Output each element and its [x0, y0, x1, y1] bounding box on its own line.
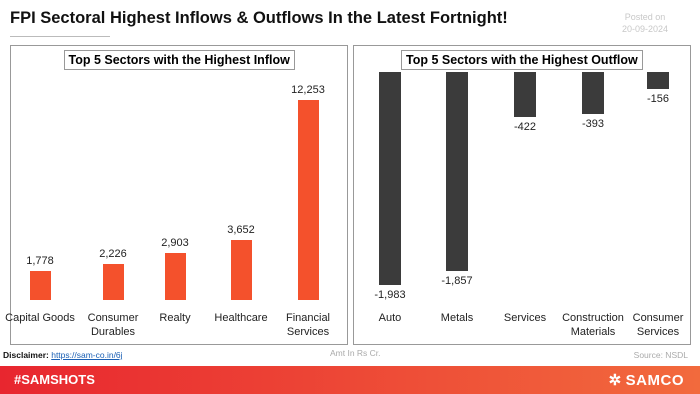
category-label: Capital Goods — [5, 312, 75, 324]
disclaimer: Disclaimer: https://sam-co.in/6j — [3, 350, 123, 360]
value-label: 2,226 — [99, 247, 127, 260]
source: Source: NSDL — [633, 350, 688, 360]
value-label: -156 — [646, 92, 670, 105]
outflow-panel — [353, 45, 691, 345]
posted-label: Posted on — [624, 12, 666, 22]
category-label: Realty — [159, 312, 191, 324]
bar — [29, 270, 51, 300]
value-label: 1,778 — [26, 254, 54, 267]
category-label: Financial Services — [285, 312, 331, 338]
value-label: 2,903 — [161, 236, 189, 249]
value-label: 12,253 — [291, 84, 325, 96]
bar — [230, 240, 252, 300]
value-label: -1,983 — [374, 289, 406, 301]
disclaimer-link[interactable]: https://sam-co.in/6j — [51, 350, 123, 360]
bar — [164, 252, 186, 300]
bar — [647, 72, 669, 89]
disclaimer-label: Disclaimer: — [3, 350, 49, 360]
bar — [297, 100, 319, 300]
category-label: Healthcare — [214, 312, 268, 324]
brand-name: SAMCO — [625, 372, 684, 389]
value-label: -422 — [513, 121, 537, 134]
page-title: FPI Sectoral Highest Inflows & Outflows … — [10, 9, 508, 27]
bar — [379, 72, 401, 285]
title-rule — [10, 36, 110, 37]
bar — [446, 72, 468, 272]
value-label: 3,652 — [227, 224, 255, 237]
value-label: -393 — [581, 118, 605, 131]
bar — [582, 72, 604, 115]
bar — [102, 263, 124, 300]
brand: ✲ SAMCO — [608, 372, 684, 389]
panel-title: Top 5 Sectors with the Highest Outflow — [401, 50, 643, 70]
category-label: Auto — [378, 312, 402, 324]
unit-note: Amt In Rs Cr. — [330, 348, 381, 358]
footer-bar — [0, 366, 700, 394]
posted-date: 20-09-2024 — [621, 24, 669, 34]
panel-title: Top 5 Sectors with the Highest Inflow — [63, 50, 295, 70]
inflow-panel — [10, 45, 348, 345]
category-label: Consumer Services — [632, 312, 684, 338]
bar — [514, 72, 536, 118]
category-label: Services — [503, 312, 547, 324]
category-label: Consumer Durables — [87, 312, 139, 338]
category-label: Metals — [440, 312, 474, 324]
hashtag: #SAMSHOTS — [14, 372, 95, 387]
category-label: Construction Materials — [562, 312, 624, 338]
value-label: -1,857 — [441, 275, 473, 288]
